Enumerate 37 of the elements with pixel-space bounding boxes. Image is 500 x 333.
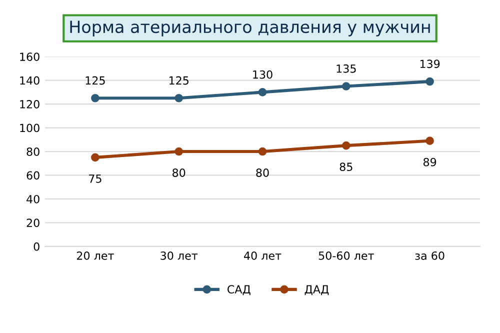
point xyxy=(342,82,350,90)
point xyxy=(174,147,184,156)
y-tick-label: 40 xyxy=(26,194,40,204)
point xyxy=(426,77,434,86)
x-tick-label: 40 лет xyxy=(244,251,282,260)
data-label: 89 xyxy=(423,158,436,166)
point xyxy=(91,153,100,162)
y-tick-label: 120 xyxy=(20,100,40,108)
y-tick-label: 160 xyxy=(20,52,40,61)
y-tick-label: 20 xyxy=(26,218,40,228)
x-tick-label: за 60 xyxy=(415,251,444,260)
x-tick-label: 30 лет xyxy=(160,251,198,260)
point xyxy=(342,141,350,150)
y-tick-label: 60 xyxy=(26,171,40,180)
y-tick-label: 80 xyxy=(26,147,40,156)
data-label: 85 xyxy=(340,162,352,172)
data-label: 125 xyxy=(86,76,105,85)
data-label: 139 xyxy=(420,60,440,68)
legend-label: САД xyxy=(228,285,250,296)
data-label: 135 xyxy=(336,64,356,73)
y-tick-label: 100 xyxy=(20,124,40,132)
chart-title: Норма атериального давления у мужчин xyxy=(70,20,430,36)
legend-label: ДАД xyxy=(304,285,329,296)
x-tick-label: 50-60 лет xyxy=(318,251,374,260)
point xyxy=(258,88,267,96)
y-tick-label: 0 xyxy=(34,242,40,251)
point xyxy=(174,94,184,102)
x-tick-label: 20 лет xyxy=(76,251,114,260)
data-label: 80 xyxy=(172,168,186,177)
data-label: 75 xyxy=(89,174,102,183)
point xyxy=(91,94,100,102)
point xyxy=(258,147,267,156)
data-label: 125 xyxy=(169,76,188,85)
data-label: 80 xyxy=(256,168,269,177)
point xyxy=(426,136,434,146)
data-label: 130 xyxy=(253,70,272,79)
y-tick-label: 140 xyxy=(20,76,40,85)
